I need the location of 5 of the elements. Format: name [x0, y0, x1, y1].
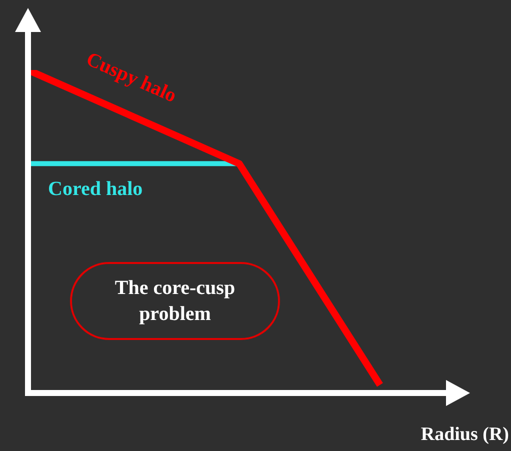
series-label: Cored halo [48, 178, 143, 200]
text: Cuspy halo [82, 48, 180, 108]
x-axis-title: Radius (R) [420, 424, 509, 446]
rounded-outline: The core-cusp problem [70, 262, 280, 340]
annotation: The core-cusp problem [114, 276, 236, 327]
